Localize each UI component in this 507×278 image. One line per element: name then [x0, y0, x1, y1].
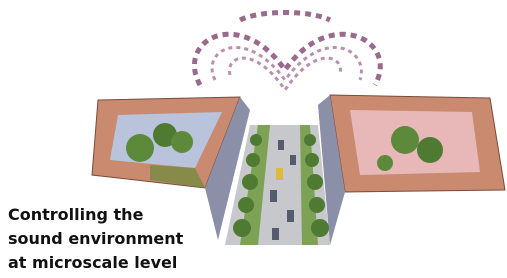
page: Controlling the sound environment at mic… [0, 0, 507, 278]
caption-line: at microscale level [8, 253, 177, 272]
caption-line: Controlling the [8, 205, 144, 224]
caption-line: sound environment [8, 229, 184, 248]
illustration: Controlling the sound environment at mic… [0, 0, 507, 278]
right-block [318, 95, 505, 245]
sound-waves [194, 13, 380, 91]
